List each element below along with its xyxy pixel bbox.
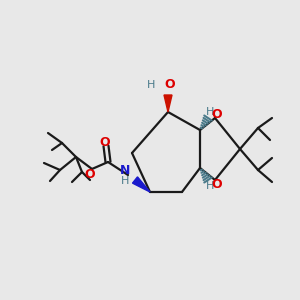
Polygon shape [164,95,172,112]
Text: H: H [206,107,214,117]
Text: O: O [164,77,175,91]
Text: H: H [147,80,155,90]
Text: N: N [120,164,130,176]
Text: O: O [100,136,110,149]
Text: O: O [212,178,222,190]
Polygon shape [133,177,150,192]
Text: H: H [206,181,214,191]
Text: O: O [85,167,95,181]
Text: O: O [212,107,222,121]
Text: H: H [121,176,129,186]
